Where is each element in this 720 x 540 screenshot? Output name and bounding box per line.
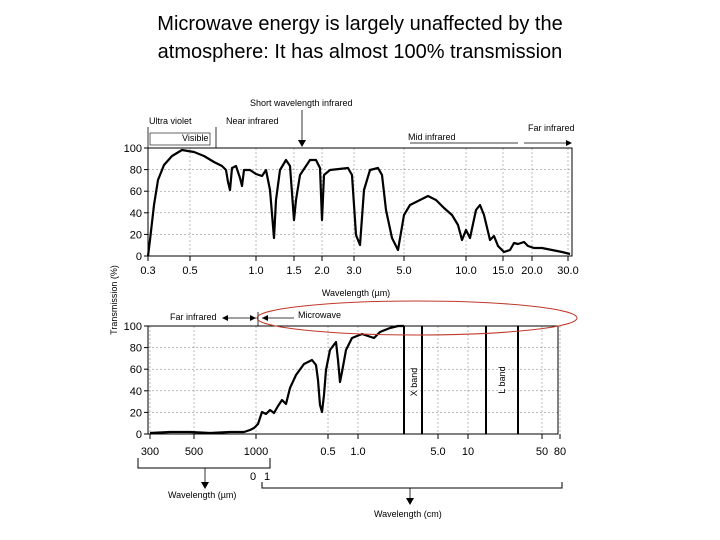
secondary-tick-1: 1 [264,471,270,483]
upper-x-tick-label-7: 10.0 [455,265,476,277]
lower-transmission-curve [149,324,404,435]
upper-x-axis-label: Wavelength (µm) [322,288,390,298]
lower-y-tick-label-3: 60 [130,364,142,376]
lower-x-tick-label-0: 300 [141,446,159,458]
upper-y-tick-label-3: 60 [130,186,142,198]
lower-plot-frame [147,325,559,435]
lower-y-ticks: 0 20 40 60 80 100 [124,321,148,441]
region-label-far-infrared-lower: Far infrared [170,312,217,322]
lower-x-ticks: 300 500 1000 0.5 1.0 5.0 10 50 80 [141,434,566,458]
upper-y-tick-label-1: 20 [130,229,142,241]
microwave-highlight-ellipse [256,300,578,336]
lower-x-tick-label-2: 1000 [244,446,268,458]
upper-x-tick-label-10: 30.0 [557,265,578,277]
lower-gridlines [148,326,561,434]
lower-y-tick-label-0: 0 [136,429,142,441]
upper-panel: 0 20 40 60 80 100 0.3 0.5 1.0 1.5 2.0 3.0 5.0 10.0 15… [124,98,579,298]
upper-x-tick-label-9: 20.0 [521,265,542,277]
region-label-short-wave-infrared: Short wavelength infrared [250,98,353,108]
visible-band-box [149,132,211,146]
secondary-tick-0: 0 [250,471,256,483]
microwave-arrowhead [262,315,268,321]
lower-x-tick-label-3: 0.5 [320,446,335,458]
upper-transmission-curve [146,148,571,257]
far-infrared-arrowhead-upper [566,140,572,146]
x-band-label: X band [409,368,419,397]
cm-scale-bracket [261,482,563,489]
slide-title: Microwave energy is largely unaffected b… [60,10,660,66]
upper-y-tick-label-2: 40 [130,208,142,220]
upper-y-tick-label-5: 100 [124,143,142,155]
upper-y-tick-label-4: 80 [130,165,142,177]
lower-x-tick-label-1: 500 [185,446,203,458]
lower-x-tick-label-8: 80 [554,446,566,458]
lower-y-tick-label-5: 100 [124,321,142,333]
upper-x-tick-label-1: 0.5 [182,265,197,277]
l-band-label: L band [497,366,507,393]
lower-x-tick-label-4: 1.0 [350,446,365,458]
region-label-near-infrared: Near infrared [226,116,279,126]
lower-x-tick-label-6: 10 [462,446,474,458]
upper-x-ticks: 0.3 0.5 1.0 1.5 2.0 3.0 5.0 10.0 15.0 20.0 30.0 [140,256,579,277]
title-line-2: atmosphere: It has almost 100% transmiss… [157,41,563,63]
lower-y-tick-label-4: 80 [130,343,142,355]
upper-y-tick-label-0: 0 [136,251,142,263]
upper-x-tick-label-3: 1.5 [286,265,301,277]
upper-x-tick-label-8: 15.0 [492,265,513,277]
um-scale-bracket [137,458,271,469]
upper-x-tick-label-6: 5.0 [396,265,411,277]
upper-y-ticks: 0 20 40 60 80 100 [124,143,148,263]
far-infrared-arrowhead-lower-right [250,315,256,321]
lower-x-axis-label-um: Wavelength (µm) [168,490,236,500]
region-label-ultra-violet: Ultra violet [149,116,192,126]
cm-scale-arrowhead [406,498,414,505]
lower-x-tick-label-7: 50 [536,446,548,458]
upper-x-tick-label-4: 2.0 [314,265,329,277]
upper-x-tick-label-5: 3.0 [346,265,361,277]
y-axis-label: Transmission (%) [109,265,119,335]
upper-plot-frame [147,147,573,257]
region-label-visible: Visible [182,133,208,143]
lower-x-axis-label-cm: Wavelength (cm) [374,509,442,519]
lower-x-tick-label-5: 5.0 [430,446,445,458]
short-wave-infrared-arrowhead [298,140,306,147]
far-infrared-arrowhead-lower-left [222,315,228,321]
lower-y-tick-label-2: 40 [130,386,142,398]
upper-gridlines [147,148,572,256]
upper-x-tick-label-0: 0.3 [140,265,155,277]
um-scale-arrowhead [201,482,209,489]
upper-x-tick-label-2: 1.0 [248,265,263,277]
lower-y-tick-label-1: 20 [130,407,142,419]
region-label-mid-infrared: Mid infrared [408,132,456,142]
title-line-1: Microwave energy is largely unaffected b… [157,13,563,35]
region-label-microwave: Microwave [298,310,341,320]
region-label-far-infrared-upper: Far infrared [528,123,575,133]
